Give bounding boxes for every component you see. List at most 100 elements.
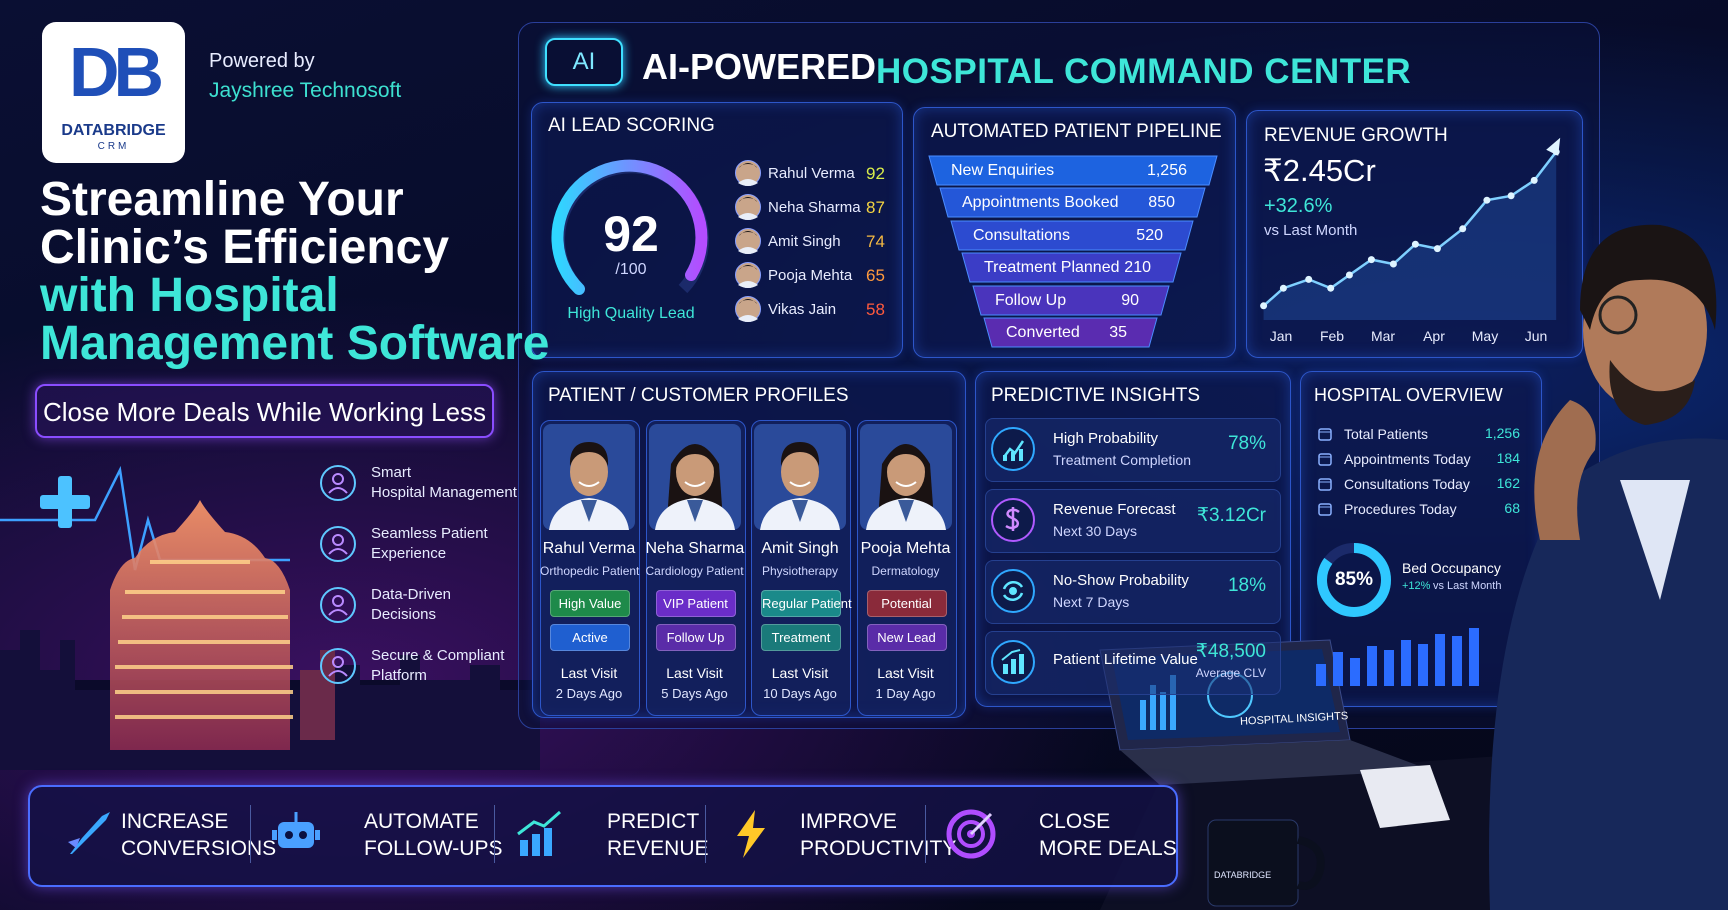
headline-line: Management Software	[40, 317, 550, 370]
headline-line: with Hospital	[40, 269, 339, 322]
stage-count: 35	[1109, 324, 1127, 341]
feature-icon	[320, 587, 356, 623]
patient-specialty: Orthopedic Patient	[540, 564, 640, 578]
funnel-stage	[939, 187, 1206, 218]
benefit-label: FOLLOW-UPS	[364, 837, 503, 860]
funnel-stage	[972, 285, 1170, 316]
insight-sublabel: Next 30 Days	[1053, 523, 1138, 539]
insight-icon	[991, 498, 1035, 542]
overview-bars	[1316, 628, 1479, 686]
icon	[320, 465, 356, 501]
cta-text: Close More Deals While Working Less	[42, 397, 487, 427]
card-title: PREDICTIVE INSIGHTS	[991, 385, 1201, 406]
patient-tag: Active	[550, 624, 630, 651]
patient-tag: VIP Patient	[655, 590, 736, 617]
stage-shape	[939, 187, 1206, 218]
benefit-icon	[737, 810, 765, 858]
last-visit-label: Last Visit	[560, 665, 618, 681]
stat-icon	[1318, 478, 1332, 491]
cta-box: Close More Deals While Working Less	[35, 384, 494, 438]
hair	[1580, 224, 1717, 330]
suit	[1489, 438, 1728, 910]
lead-value: 92	[866, 164, 885, 183]
benefit-divider	[250, 805, 251, 863]
feature-label: Smart	[371, 464, 412, 481]
logo-initials: DB	[68, 33, 164, 111]
photo	[859, 424, 952, 530]
icon	[991, 640, 1035, 684]
feature-icon	[320, 648, 356, 684]
insight-icon	[991, 569, 1035, 613]
logo-box: DB DATABRIDGE CRM	[42, 22, 185, 163]
patient-name: Pooja Mehta	[860, 540, 951, 557]
revenue-growth: +32.6%	[1264, 195, 1333, 217]
stage-name: Consultations	[973, 226, 1070, 244]
shirt	[1620, 480, 1690, 600]
icon	[1318, 453, 1332, 466]
icon	[517, 810, 561, 856]
lead-name: Pooja Mehta	[768, 267, 853, 284]
benefit-label: INCREASE	[121, 810, 229, 833]
last-visit: 2 Days Ago	[555, 686, 623, 701]
avatar	[735, 160, 761, 186]
lead-value: 58	[866, 300, 885, 319]
occupancy-donut	[1317, 543, 1391, 617]
revenue-amount: ₹2.45Cr	[1263, 153, 1376, 188]
card-title: AI LEAD SCORING	[548, 115, 715, 136]
lead-score-max: /100	[615, 261, 647, 278]
funnel-stage	[961, 252, 1182, 283]
insight-label: High Probability	[1053, 430, 1159, 447]
revenue-line	[1260, 148, 1560, 310]
benefit-divider	[705, 805, 706, 863]
last-visit-label: Last Visit	[666, 665, 723, 681]
lead-score: 92	[603, 206, 659, 262]
insight-label: Patient Lifetime Value	[1053, 651, 1198, 668]
lead-score-label: High Quality Lead	[567, 305, 695, 322]
feature-label: Decisions	[371, 606, 437, 623]
mug-brand: DATABRIDGE	[1214, 870, 1272, 880]
stat-icon	[1318, 503, 1332, 516]
stage-name: Appointments Booked	[962, 194, 1119, 212]
icon	[1318, 428, 1332, 441]
last-visit: 5 Days Ago	[661, 686, 728, 701]
patient-tag: High Value	[550, 590, 630, 617]
insight-label: Revenue Forecast	[1053, 501, 1176, 518]
benefit-divider	[925, 805, 926, 863]
insight-sublabel: Next 7 Days	[1053, 594, 1130, 610]
stage-count: 1,256	[1146, 162, 1187, 179]
insight-value: 78%	[1227, 433, 1266, 454]
insight-icon	[991, 640, 1035, 684]
laptop-base	[1120, 740, 1430, 785]
stat-label: Appointments Today	[1344, 451, 1471, 467]
occupancy-label: Bed Occupancy	[1402, 560, 1501, 576]
stat-label: Procedures Today	[1344, 501, 1457, 517]
glasses	[1598, 295, 1638, 335]
city-scene	[0, 465, 540, 770]
month-label: Jun	[1524, 328, 1548, 344]
card-title: PATIENT / CUSTOMER PROFILES	[548, 385, 849, 406]
patient-photo	[543, 424, 635, 530]
plus-v	[58, 476, 72, 528]
benefit-label: CLOSE	[1039, 810, 1111, 833]
tower	[300, 650, 335, 740]
stage-count: 520	[1136, 226, 1163, 244]
logo-name: DATABRIDGE	[61, 122, 166, 139]
revenue-chart	[1260, 137, 1561, 320]
occupancy-change-label: vs Last Month	[1433, 580, 1502, 592]
lead-avatar	[735, 194, 761, 220]
stat-icon	[1318, 428, 1332, 441]
stage-shape	[950, 220, 1194, 251]
lead-name: Rahul Verma	[768, 165, 855, 182]
patient-photo	[648, 424, 741, 530]
lead-name: Vikas Jain	[768, 301, 837, 318]
headline-line: Streamline Your	[40, 173, 404, 226]
palace	[110, 500, 290, 750]
stat-icon	[1318, 453, 1332, 466]
photo	[543, 424, 635, 530]
feature-label: Platform	[371, 667, 427, 684]
revenue-arrow	[1546, 137, 1561, 156]
stat-value: 1,256	[1484, 425, 1520, 441]
stat-value: 162	[1496, 475, 1520, 491]
lead-avatar	[735, 296, 761, 322]
